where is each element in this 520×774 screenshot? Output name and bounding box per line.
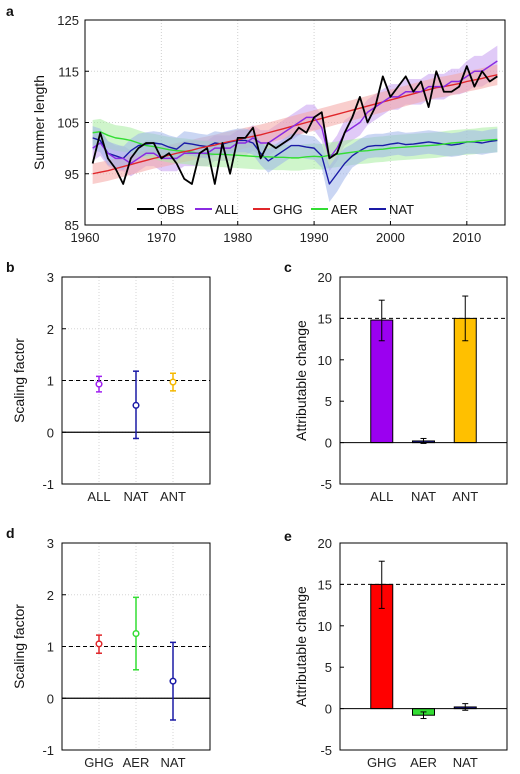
x-tick-label-all: ALL	[87, 489, 110, 504]
y-tick-label: 115	[58, 64, 79, 79]
x-tick-label: 1960	[71, 230, 100, 245]
y-tick-label: 0	[325, 702, 332, 717]
x-tick-label-all: ALL	[370, 489, 393, 504]
legend-label-obs: OBS	[157, 202, 185, 217]
y-tick-label: 3	[47, 536, 54, 551]
x-tick-label-nat: NAT	[160, 755, 185, 770]
y-tick-label: 15	[318, 311, 332, 326]
y-axis-label: Scaling factor	[11, 338, 27, 423]
x-tick-label: 2010	[452, 230, 481, 245]
y-tick-label: 105	[57, 116, 79, 131]
panel-label-a: a	[6, 3, 14, 19]
x-tick-label-nat: NAT	[453, 755, 478, 770]
panel-d-chart: -1 0 1 2 3 GHG AER NAT Scaling factor	[11, 536, 211, 770]
y-tick-label: 20	[318, 270, 332, 285]
panel-a-chart: 1960 1970 1980 1990 2000 2010 85 95 105 115 125 Sum…	[31, 13, 506, 245]
y-tick-label: 15	[318, 577, 332, 592]
x-tick-label: 2000	[376, 230, 405, 245]
x-tick-label-ant: ANT	[160, 489, 186, 504]
y-tick-label: 0	[325, 436, 332, 451]
x-tick-label-ghg: GHG	[84, 755, 114, 770]
x-tick-label: 1990	[300, 230, 329, 245]
y-axis-label: Attributable change	[293, 320, 309, 441]
point-nat	[169, 677, 177, 685]
legend-label-ghg: GHG	[273, 202, 303, 217]
x-tick-label-aer: AER	[123, 755, 150, 770]
x-tick-label-nat: NAT	[411, 489, 436, 504]
legend-label-all: ALL	[215, 202, 238, 217]
panel-b-chart: -1 0 1 2 3 ALL NAT ANT Scaling factor	[11, 270, 211, 504]
panel-e-chart: -5 0 5 10 15 20 GHG AER NAT Attributable change	[293, 536, 508, 770]
y-tick-label: 5	[325, 660, 332, 675]
x-tick-label-ghg: GHG	[367, 755, 397, 770]
y-tick-label: 1	[47, 640, 54, 655]
legend-label-aer: AER	[331, 202, 358, 217]
y-tick-label: 0	[47, 425, 54, 440]
panel-c-axes-box	[339, 276, 508, 485]
y-axis-label: Scaling factor	[11, 604, 27, 689]
x-tick-label-nat: NAT	[123, 489, 148, 504]
y-tick-label: -5	[320, 743, 332, 758]
series-line-obs	[91, 65, 498, 185]
y-tick-label: -1	[42, 477, 54, 492]
panel-label-d: d	[6, 525, 15, 541]
point-ghg	[95, 640, 103, 648]
y-tick-label: 20	[318, 536, 332, 551]
panel-label-c: c	[284, 259, 292, 275]
legend-label-nat: NAT	[389, 202, 414, 217]
panel-e-axes-box	[339, 542, 508, 751]
y-tick-label: 5	[325, 394, 332, 409]
y-axis-label: Attributable change	[293, 586, 309, 707]
panel-label-b: b	[6, 259, 15, 275]
y-tick-label: -5	[320, 477, 332, 492]
y-tick-label: 3	[47, 270, 54, 285]
series-line-aer	[92, 131, 498, 159]
point-nat	[132, 401, 140, 409]
point-aer	[132, 630, 140, 638]
x-tick-label-aer: AER	[410, 755, 437, 770]
band-aer	[92, 118, 498, 171]
y-tick-label: 10	[318, 619, 332, 634]
y-tick-label: 85	[65, 218, 79, 233]
y-axis-label: Summer length	[31, 75, 47, 170]
y-tick-label: 1	[47, 374, 54, 389]
y-tick-label: 0	[47, 691, 54, 706]
y-tick-label: 125	[57, 13, 79, 28]
x-tick-label: 1970	[147, 230, 176, 245]
y-tick-label: 10	[318, 353, 332, 368]
x-tick-label: 1980	[223, 230, 252, 245]
y-tick-label: 95	[65, 167, 79, 182]
y-tick-label: 2	[47, 322, 54, 337]
point-ant	[169, 378, 177, 386]
panel-c-chart: -5 0 5 10 15 20 ALL NAT ANT Attributable change	[293, 270, 508, 504]
panel-label-e: e	[284, 528, 292, 544]
x-tick-label-ant: ANT	[452, 489, 478, 504]
y-tick-label: -1	[42, 743, 54, 758]
point-all	[95, 380, 103, 388]
series-line-nat	[92, 137, 498, 185]
y-tick-label: 2	[47, 588, 54, 603]
